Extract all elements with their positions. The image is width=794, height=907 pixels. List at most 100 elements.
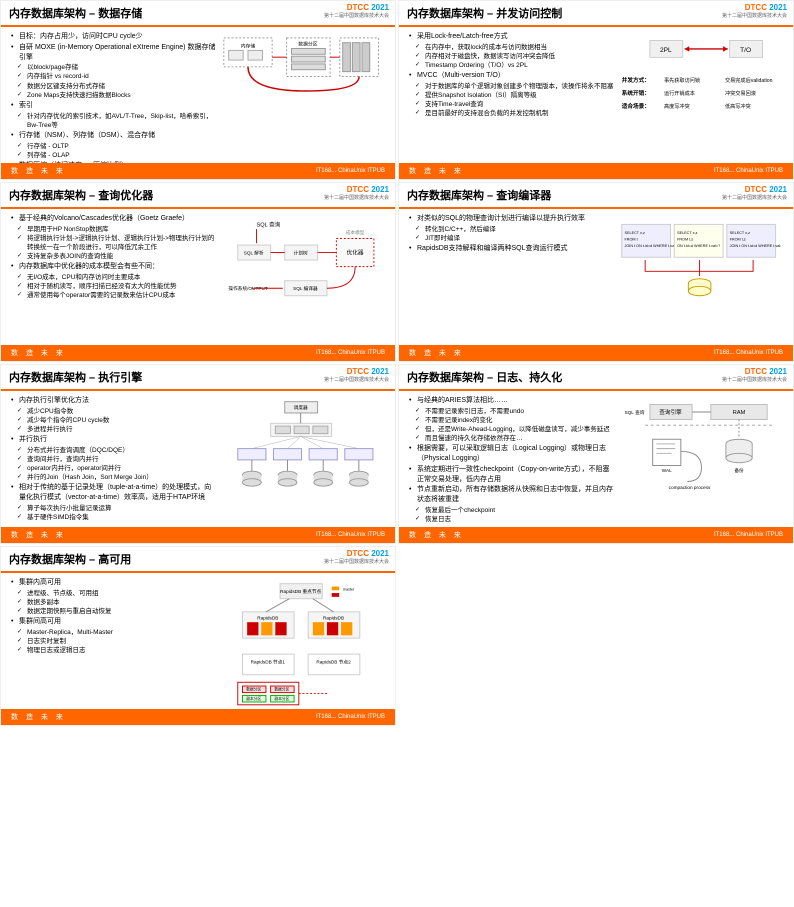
footer-slogan: 数 造 未 来 xyxy=(11,712,316,722)
footer-slogan: 数 造 未 来 xyxy=(11,530,316,540)
bullet-l2: 转化到C/C++，然后编译 xyxy=(409,225,615,234)
svg-text:交易完成后validation: 交易完成后validation xyxy=(725,76,773,84)
svg-text:SQL 编译器: SQL 编译器 xyxy=(293,285,318,292)
svg-text:计划树: 计划树 xyxy=(293,249,307,256)
bullet-l1: 采用Lock-free/Latch-free方式 xyxy=(409,32,615,42)
footer-brands: IT168... ChinaUnix ITPUB xyxy=(714,168,783,174)
compiler-diagram: SELECT x,zFROM tJOIN t ON t.id=d WHERE t… xyxy=(617,215,781,299)
conference-logo: DTCC 2021 第十二届中国数据库技术大会 xyxy=(722,367,787,383)
bullet-l2: 行存储 - OLTP xyxy=(11,142,217,151)
bullet-l2: 恢复日志 xyxy=(409,515,615,524)
footer-brands: IT168... ChinaUnix ITPUB xyxy=(316,532,385,538)
svg-text:副本分区: 副本分区 xyxy=(246,696,261,701)
footer-brands: IT168... ChinaUnix ITPUB xyxy=(316,168,385,174)
svg-text:SELECT x,z: SELECT x,z xyxy=(729,231,749,235)
bullet-l2: 相对于随机读写，顺序扫描已经没有太大的性能优势 xyxy=(11,282,217,291)
slide-footer: 数 造 未 来 IT168... ChinaUnix ITPUB xyxy=(1,345,395,361)
svg-text:SELECT x,z: SELECT x,z xyxy=(624,231,644,235)
bullet-l2: Zone Maps支持快速扫描数据Blocks xyxy=(11,91,217,100)
conference-logo: DTCC 2021 第十二届中国数据库技术大会 xyxy=(324,3,389,19)
svg-text:FROM t,s: FROM t,s xyxy=(729,237,745,241)
slide-title: 内存数据库架构 – 日志、持久化 xyxy=(407,372,562,384)
bullet-l1: 集群间高可用 xyxy=(11,617,217,627)
bullet-l1: 系统定期进行一致性checkpoint（Copy-on-write方式），不阻塞… xyxy=(409,465,615,485)
bullet-l1: 索引 xyxy=(11,101,217,111)
bullet-l2: 内存指针 vs record-id xyxy=(11,72,217,81)
bullet-l1: 并行执行 xyxy=(11,435,217,445)
bullet-l2: 对于数据库的单个逻辑对象创建多个物理版本，读操作将永不阻塞 xyxy=(409,82,615,91)
svg-text:并发方式：: 并发方式： xyxy=(621,76,649,84)
diagram-area: 内存储 数据分区 xyxy=(217,31,385,158)
svg-text:成本模型: 成本模型 xyxy=(345,229,364,236)
conference-logo: DTCC 2021 第十二届中国数据库技术大会 xyxy=(722,3,787,19)
bullet-l2: 数据定期快照与重启自动恢复 xyxy=(11,607,217,616)
slide: 内存数据库架构 – 查询优化器 DTCC 2021 第十二届中国数据库技术大会 … xyxy=(0,182,396,362)
footer-slogan: 数 造 未 来 xyxy=(11,166,316,176)
svg-text:ON t.id=d WHERE t.val=?: ON t.id=d WHERE t.val=? xyxy=(677,244,720,248)
bullet-l2: 针对内存优化的索引技术，如AVL/T-Tree，Skip-list，哈希索引，B… xyxy=(11,112,217,130)
slide: 内存数据库架构 – 并发访问控制 DTCC 2021 第十二届中国数据库技术大会… xyxy=(398,0,794,180)
svg-text:master: master xyxy=(343,587,355,591)
bullet-l1: 基于经典的Volcano/Cascades优化器（Goetz Graefe） xyxy=(11,214,217,224)
slide-footer: 数 造 未 来 IT168... ChinaUnix ITPUB xyxy=(1,709,395,725)
bullet-l1: 相对于传统的基于记录处理（tuple-at-a-time）的处理模式，向量化执行… xyxy=(11,483,217,503)
svg-text:WAL: WAL xyxy=(661,468,671,473)
svg-text:调度器: 调度器 xyxy=(293,404,307,411)
slide-title: 内存数据库架构 – 数据存储 xyxy=(9,8,142,20)
logging-diagram: SQL 查询 查询引擎 RAM WAL 备份 compaction proces… xyxy=(617,397,781,500)
bullet-l2: 基于硬件SIMD指令集 xyxy=(11,513,217,522)
footer-brands: IT168... ChinaUnix ITPUB xyxy=(316,714,385,720)
slide-footer: 数 造 未 来 IT168... ChinaUnix ITPUB xyxy=(1,163,395,179)
svg-text:RapidsDB 重点节点: RapidsDB 重点节点 xyxy=(280,588,321,595)
slide-title: 内存数据库架构 – 查询优化器 xyxy=(9,190,153,202)
svg-text:SQL 解析: SQL 解析 xyxy=(243,249,263,256)
bullet-l1: MVCC（Multi-version T/O） xyxy=(409,71,615,81)
bullet-l2: 不需要记录索引日志，不需要undo xyxy=(409,407,615,416)
bullet-l2: 多进程并行执行 xyxy=(11,425,217,434)
svg-text:JOIN t ON t.id=d WHERE t.val=?: JOIN t ON t.id=d WHERE t.val=? xyxy=(624,244,679,248)
svg-text:RAM: RAM xyxy=(732,410,745,416)
svg-text:SQL 查询: SQL 查询 xyxy=(256,220,280,228)
footer-slogan: 数 造 未 来 xyxy=(409,348,714,358)
bullet-list: 采用Lock-free/Latch-free方式在内存中，获取lock的成本与访… xyxy=(409,31,615,158)
bullet-l1: 与经典的ARIES算法相比…… xyxy=(409,396,615,406)
slide-footer: 数 造 未 来 IT168... ChinaUnix ITPUB xyxy=(399,527,793,543)
bullet-l1: 自研 MOXE (in-Memory Operational eXtreme E… xyxy=(11,43,217,63)
slide-title: 内存数据库架构 – 查询编译器 xyxy=(407,190,551,202)
svg-text:副本分区: 副本分区 xyxy=(274,696,289,701)
storage-diagram: 内存储 数据分区 xyxy=(219,33,383,130)
concurrency-diagram: 2PL T/O 并发方式：事先获取访问锁交易完成后validation系统开销：… xyxy=(617,33,781,127)
footer-slogan: 数 造 未 来 xyxy=(11,348,316,358)
bullet-l2: 日志实时复制 xyxy=(11,637,217,646)
diagram-area: 2PL T/O 并发方式：事先获取访问锁交易完成后validation系统开销：… xyxy=(615,31,783,158)
footer-slogan: 数 造 未 来 xyxy=(409,166,714,176)
bullet-l2: 列存储 - OLAP xyxy=(11,151,217,160)
slide-footer: 数 造 未 来 IT168... ChinaUnix ITPUB xyxy=(399,163,793,179)
footer-brands: IT168... ChinaUnix ITPUB xyxy=(316,350,385,356)
bullet-l1: 目标：内存占用少，访问时CPU cycle少 xyxy=(11,32,217,42)
bullet-l2: 在内存中，获取lock的成本与访问数据相当 xyxy=(409,43,615,52)
bullet-list: 内存执行引擎优化方法减少CPU指令数减少每个指令的CPU cycle数多进程并行… xyxy=(11,395,217,522)
svg-text:内存储: 内存储 xyxy=(240,42,255,49)
conference-logo: DTCC 2021 第十二届中国数据库技术大会 xyxy=(324,367,389,383)
bullet-l2: 支持复杂多表JOIN的查询性能 xyxy=(11,252,217,261)
bullet-l2: 算子每次执行小批量记录运算 xyxy=(11,504,217,513)
bullet-l1: 集群内高可用 xyxy=(11,578,217,588)
slide-title: 内存数据库架构 – 并发访问控制 xyxy=(407,8,562,20)
bullet-l2: 无I/O成本，CPU和内存访问时主要成本 xyxy=(11,273,217,282)
execution-diagram: 调度器 xyxy=(219,397,383,510)
slide-title: 内存数据库架构 – 高可用 xyxy=(9,554,131,566)
bullet-l2: 物理日志或逻辑日志 xyxy=(11,646,217,655)
svg-text:2PL: 2PL xyxy=(660,47,672,54)
bullet-l2: 通常使用每个operator需要的记录数来估计CPU成本 xyxy=(11,291,217,300)
bullet-l2: 减少CPU指令数 xyxy=(11,407,217,416)
diagram-area: SQL 查询 SQL 解析 计划树 优化器 成本模型 SQL 编译器 操作系统/… xyxy=(217,213,385,340)
svg-text:高度写冲突: 高度写冲突 xyxy=(664,102,690,110)
svg-text:数据分区: 数据分区 xyxy=(246,687,261,692)
slide-title: 内存数据库架构 – 执行引擎 xyxy=(9,372,142,384)
bullet-l2: 而且慢速的持久化存储依然存在… xyxy=(409,434,615,443)
slide: 内存数据库架构 – 日志、持久化 DTCC 2021 第十二届中国数据库技术大会… xyxy=(398,364,794,544)
svg-text:备份: 备份 xyxy=(734,467,744,474)
bullet-l2: 数据分区键支持分布式存储 xyxy=(11,82,217,91)
bullet-l2: 将逻辑执行计划->逻辑执行计划、逻辑执行计划->物理执行计划的转换统一在一个阶段… xyxy=(11,234,217,252)
